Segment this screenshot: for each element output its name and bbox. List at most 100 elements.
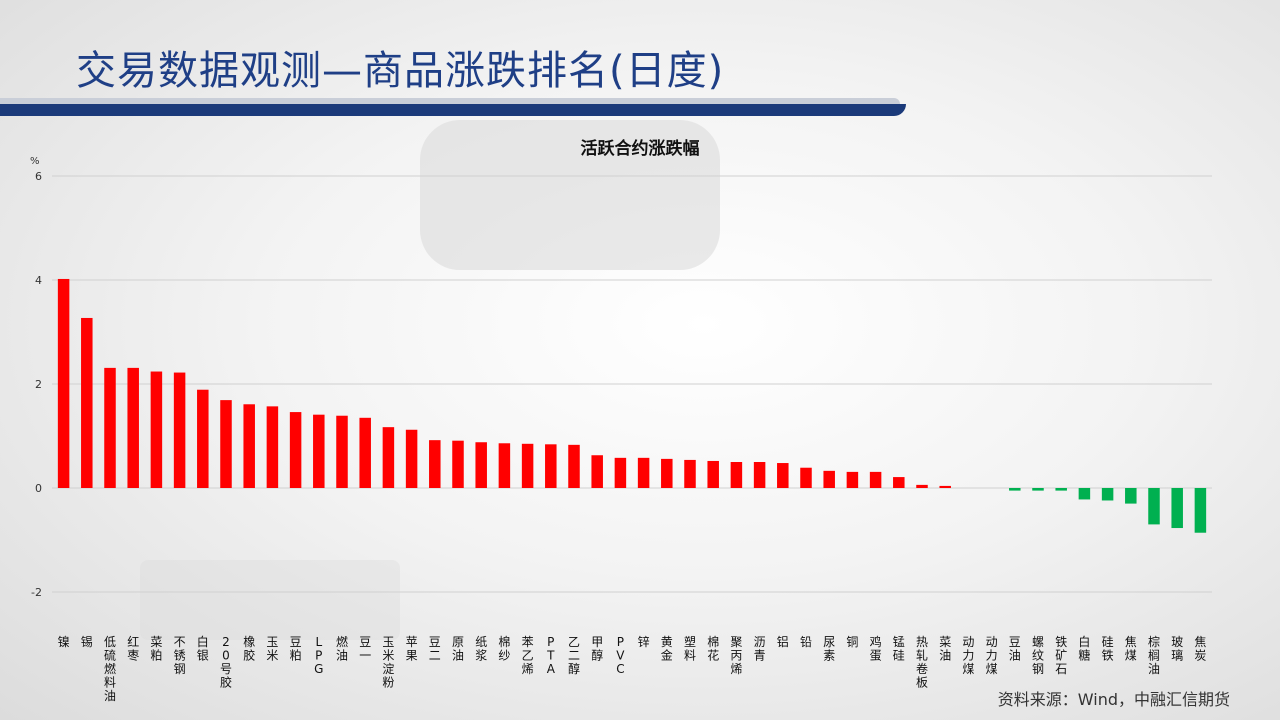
bar xyxy=(545,444,557,488)
x-tick-label: 沥青 xyxy=(754,635,766,663)
bar xyxy=(57,278,70,488)
bar xyxy=(150,371,163,488)
bar xyxy=(753,462,766,488)
title-underline-shadow xyxy=(0,98,900,104)
x-tick-label: 棉纱 xyxy=(498,635,510,663)
y-tick-label: 0 xyxy=(35,482,42,495)
bar xyxy=(1101,488,1114,501)
bar xyxy=(382,427,395,488)
x-tick-label: 动力煤 xyxy=(962,635,974,676)
y-axis-unit: % xyxy=(30,156,40,167)
bar xyxy=(661,458,673,488)
x-tick-label: 铜 xyxy=(846,634,858,649)
x-tick-label: 焦炭 xyxy=(1194,635,1206,663)
bar xyxy=(197,389,209,488)
bar xyxy=(104,367,116,488)
x-tick-label: 玉米淀粉 xyxy=(382,635,394,690)
x-tick-label: 低硫燃料油 xyxy=(104,635,116,703)
background-decoration xyxy=(420,120,720,270)
bar xyxy=(266,406,279,488)
bar xyxy=(336,415,348,488)
bar xyxy=(1078,488,1091,500)
bar xyxy=(1009,488,1021,491)
bar xyxy=(823,470,835,488)
bar xyxy=(173,372,186,488)
x-tick-label: 2 0 号胶 xyxy=(220,635,232,690)
x-tick-label: 热轧卷板 xyxy=(916,635,928,690)
x-tick-label: 燃油 xyxy=(336,634,348,663)
x-tick-label: 菜油 xyxy=(939,635,951,663)
x-tick-label: 苯乙烯 xyxy=(522,635,534,676)
x-tick-label: 锡 xyxy=(81,634,93,649)
bar xyxy=(452,440,464,488)
bar xyxy=(800,467,812,488)
page-title: 交易数据观测—商品涨跌排名(日度) xyxy=(76,48,725,94)
x-tick-label: 玻璃 xyxy=(1171,635,1183,663)
x-tick-label: 铅 xyxy=(800,635,812,649)
bar xyxy=(521,443,534,488)
x-tick-label: 镍 xyxy=(58,635,70,649)
x-tick-label: 橡胶 xyxy=(243,635,255,663)
x-tick-label: 豆油 xyxy=(1009,635,1021,663)
x-tick-label: 棉花 xyxy=(707,635,719,663)
y-tick-label: 2 xyxy=(35,378,42,391)
x-tick-label: 乙二醇 xyxy=(568,635,580,676)
x-tick-label: 甲醇 xyxy=(591,635,603,663)
bar xyxy=(614,457,627,488)
bar xyxy=(684,459,696,488)
bar xyxy=(568,444,580,488)
x-tick-label: 棕榈油 xyxy=(1148,634,1160,676)
bar xyxy=(637,457,650,488)
y-tick-label: 4 xyxy=(35,274,42,287)
bar xyxy=(243,404,255,488)
bar xyxy=(1055,488,1067,491)
x-tick-label: 塑料 xyxy=(684,634,696,663)
bar xyxy=(707,460,719,488)
x-tick-label: 原油 xyxy=(452,635,464,663)
bar xyxy=(869,471,882,488)
x-tick-label: 螺纹钢 xyxy=(1032,635,1044,676)
x-tick-label: 鸡蛋 xyxy=(870,634,882,663)
x-tick-label: 红枣 xyxy=(127,634,139,663)
y-tick-label: -2 xyxy=(31,586,42,599)
source-note: 资料来源：Wind，中融汇信期货 xyxy=(997,690,1230,709)
bar xyxy=(313,414,325,488)
title-underline-bar xyxy=(0,104,906,116)
background-decoration xyxy=(140,560,400,640)
x-tick-label: 黄金 xyxy=(661,635,673,663)
bar xyxy=(498,443,511,488)
bar xyxy=(1125,488,1137,504)
x-tick-label: 豆粕 xyxy=(290,635,302,663)
bar xyxy=(289,412,302,488)
x-tick-label: 纸浆 xyxy=(475,635,487,663)
x-tick-label: 白银 xyxy=(197,634,209,663)
x-tick-label: 菜粕 xyxy=(150,635,162,663)
bar xyxy=(127,367,139,488)
bar xyxy=(1148,488,1160,525)
x-tick-label: 白糖 xyxy=(1078,634,1090,663)
bar xyxy=(939,485,951,488)
bar xyxy=(359,417,371,488)
bar xyxy=(475,442,487,488)
bar xyxy=(1194,488,1207,533)
bar xyxy=(81,317,93,488)
x-tick-label: 豆二 xyxy=(429,635,441,663)
chart-title: 活跃合约涨跌幅 xyxy=(580,139,700,159)
x-tick-label: 豆一 xyxy=(359,635,371,663)
x-tick-label: 动力煤 xyxy=(986,635,998,676)
bar xyxy=(429,440,441,488)
bar xyxy=(916,484,928,488)
bar xyxy=(591,455,603,488)
x-tick-label: 玉米 xyxy=(266,635,278,663)
bar xyxy=(730,462,743,488)
bar xyxy=(1171,488,1183,529)
bar xyxy=(1032,488,1044,491)
x-tick-label: 铝 xyxy=(777,634,789,649)
x-tick-label: 锰硅 xyxy=(893,634,905,663)
x-tick-label: 尿素 xyxy=(823,635,835,663)
x-tick-label: 硅铁 xyxy=(1102,635,1114,663)
